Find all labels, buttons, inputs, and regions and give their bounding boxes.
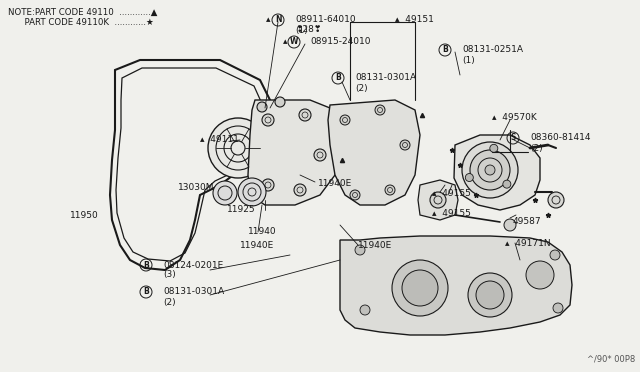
Text: 49587: 49587 [513,218,541,227]
Text: ▴  49171N: ▴ 49171N [505,238,550,247]
Text: N: N [275,16,281,25]
Polygon shape [418,180,458,220]
Text: B: B [143,288,149,296]
Text: 08124-0201E: 08124-0201E [163,260,223,269]
Text: ▴  49155: ▴ 49155 [432,189,471,198]
Circle shape [350,190,360,200]
Circle shape [375,105,385,115]
Text: ▴  49151: ▴ 49151 [395,16,434,25]
Circle shape [208,118,268,178]
Polygon shape [340,236,572,335]
Text: 11940E: 11940E [358,241,392,250]
Text: 11940E: 11940E [240,241,275,250]
Text: (2): (2) [530,144,543,153]
Circle shape [553,303,563,313]
Circle shape [213,181,237,205]
Text: 08911-64010: 08911-64010 [295,16,356,25]
Text: (3): (3) [163,270,176,279]
Text: ^/90* 00P8: ^/90* 00P8 [587,355,635,364]
Polygon shape [248,100,340,205]
Text: ▴: ▴ [283,38,287,46]
Circle shape [548,192,564,208]
Text: B: B [442,45,448,55]
Circle shape [470,150,510,190]
Text: 11940E: 11940E [318,179,352,187]
Text: 08360-81414: 08360-81414 [530,134,591,142]
Circle shape [392,260,448,316]
Circle shape [340,115,350,125]
Text: S: S [510,134,516,142]
Circle shape [476,281,504,309]
Circle shape [262,179,274,191]
Circle shape [262,114,274,126]
Text: ▴: ▴ [266,16,271,25]
Circle shape [430,192,446,208]
Text: 08131-0301A: 08131-0301A [355,74,416,83]
Text: (2): (2) [163,298,175,307]
Circle shape [257,102,267,112]
Circle shape [462,142,518,198]
Text: (1): (1) [295,26,308,35]
Text: 11950: 11950 [70,211,99,219]
Circle shape [400,140,410,150]
Circle shape [299,109,311,121]
Circle shape [468,273,512,317]
Circle shape [402,270,438,306]
Circle shape [485,165,495,175]
Text: 08131-0301A: 08131-0301A [163,288,224,296]
Text: 08131-0251A: 08131-0251A [462,45,523,55]
Circle shape [385,185,395,195]
Text: (2): (2) [355,83,367,93]
Circle shape [465,173,474,182]
Text: 11940: 11940 [248,228,276,237]
Text: 08915-24010: 08915-24010 [310,38,371,46]
Text: ▴  49111: ▴ 49111 [200,135,239,144]
Text: ❢28❣: ❢28❣ [295,26,321,35]
Circle shape [490,144,498,153]
Text: (1): (1) [462,55,475,64]
Circle shape [275,97,285,107]
Circle shape [550,250,560,260]
Circle shape [504,219,516,231]
Circle shape [238,178,266,206]
Text: 13030M: 13030M [178,183,214,192]
Text: NOTE:PART CODE 49110  ............▲
      PART CODE 49110K  ............★: NOTE:PART CODE 49110 ............▲ PART … [8,8,157,28]
Circle shape [355,245,365,255]
Circle shape [360,305,370,315]
Polygon shape [454,135,540,210]
Circle shape [294,184,306,196]
Text: ▴  49155: ▴ 49155 [432,208,471,218]
Text: B: B [335,74,341,83]
Text: ▴  49570K: ▴ 49570K [492,113,537,122]
Circle shape [526,261,554,289]
Text: W: W [290,38,298,46]
Polygon shape [328,100,420,205]
Text: 11925: 11925 [227,205,255,215]
Text: B: B [143,260,149,269]
Circle shape [503,180,511,188]
Circle shape [314,149,326,161]
